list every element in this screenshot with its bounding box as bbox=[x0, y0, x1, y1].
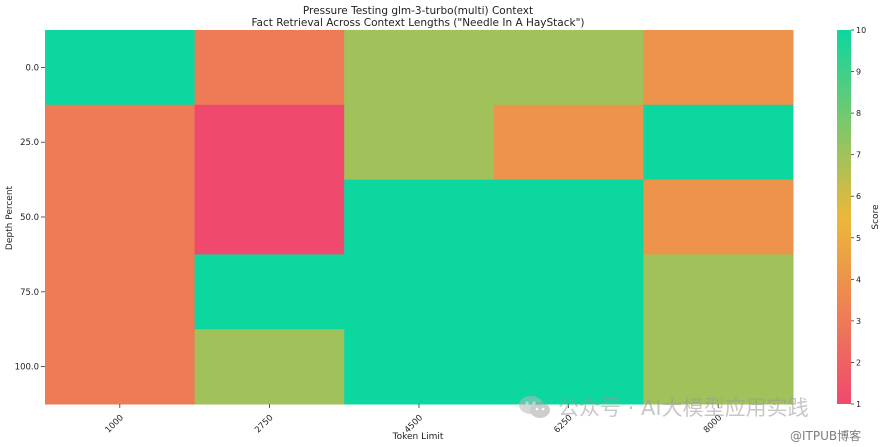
y-axis-label: Depth Percent bbox=[5, 185, 15, 250]
heatmap-cell bbox=[493, 179, 644, 255]
colorbar-tick-label: 5 bbox=[856, 234, 861, 243]
x-tick-label: 1000 bbox=[104, 413, 126, 435]
colorbar-label: Score bbox=[871, 204, 881, 230]
heatmap-cell bbox=[493, 30, 644, 106]
colorbar-tick-label: 9 bbox=[856, 68, 861, 77]
heatmap-cell bbox=[194, 179, 345, 255]
wechat-icon bbox=[519, 396, 550, 418]
heatmap-cell bbox=[45, 104, 196, 181]
watermark-source: @ITPUB博客 bbox=[790, 429, 862, 443]
watermark: 公众号 · AI大模型应用实践 bbox=[518, 394, 878, 420]
watermark-text: 公众号 · AI大模型应用实践 bbox=[558, 396, 809, 420]
heatmap-cell bbox=[344, 179, 495, 255]
heatmap-cell bbox=[45, 30, 196, 106]
heatmap-cell bbox=[493, 104, 644, 181]
heatmap-cell bbox=[643, 179, 794, 255]
y-tick-label: 75.0 bbox=[20, 288, 39, 298]
x-axis-label: Token Limit bbox=[392, 432, 444, 442]
heatmap-cell bbox=[643, 254, 794, 330]
colorbar-tick-label: 4 bbox=[856, 275, 861, 284]
colorbar-tick-label: 2 bbox=[856, 358, 861, 367]
chart-title: Pressure Testing glm-3-turbo(multi) Cont… bbox=[303, 5, 533, 17]
chart-subtitle: Fact Retrieval Across Context Lengths ("… bbox=[251, 17, 584, 29]
y-tick-label: 100.0 bbox=[15, 363, 39, 373]
heatmap-cells bbox=[45, 30, 794, 405]
heatmap-cell bbox=[45, 329, 196, 405]
y-tick-label: 50.0 bbox=[20, 213, 39, 223]
colorbar-tick-label: 7 bbox=[856, 151, 861, 160]
heatmap-cell bbox=[194, 30, 345, 106]
heatmap-cell bbox=[643, 104, 794, 181]
colorbar bbox=[837, 30, 851, 404]
y-tick-label: 0.0 bbox=[25, 63, 39, 73]
heatmap-cell bbox=[493, 329, 644, 405]
heatmap-cell bbox=[344, 329, 495, 405]
heatmap-cell bbox=[493, 254, 644, 330]
heatmap-cell bbox=[643, 30, 794, 106]
colorbar-tick-label: 6 bbox=[856, 192, 861, 201]
heatmap-cell bbox=[344, 254, 495, 330]
colorbar-tick-label: 3 bbox=[856, 317, 861, 326]
colorbar-ticks: 1 2 3 4 5 6 7 8 9 10 bbox=[851, 26, 866, 409]
heatmap-cell bbox=[643, 329, 794, 405]
heatmap-cell bbox=[45, 179, 196, 255]
y-axis-ticks: 0.0 25.0 50.0 75.0 100.0 bbox=[15, 63, 45, 373]
heatmap-cell bbox=[344, 30, 495, 106]
colorbar-tick-label: 10 bbox=[856, 26, 866, 35]
y-tick-label: 25.0 bbox=[20, 138, 39, 148]
heatmap-cell bbox=[344, 104, 495, 181]
heatmap-cell bbox=[194, 329, 345, 405]
x-tick-label: 2750 bbox=[253, 413, 275, 435]
colorbar-tick-label: 1 bbox=[856, 400, 861, 409]
heatmap-cell bbox=[194, 254, 345, 330]
heatmap-cell bbox=[194, 104, 345, 181]
heatmap-cell bbox=[45, 254, 196, 330]
colorbar-tick-label: 8 bbox=[856, 109, 861, 118]
